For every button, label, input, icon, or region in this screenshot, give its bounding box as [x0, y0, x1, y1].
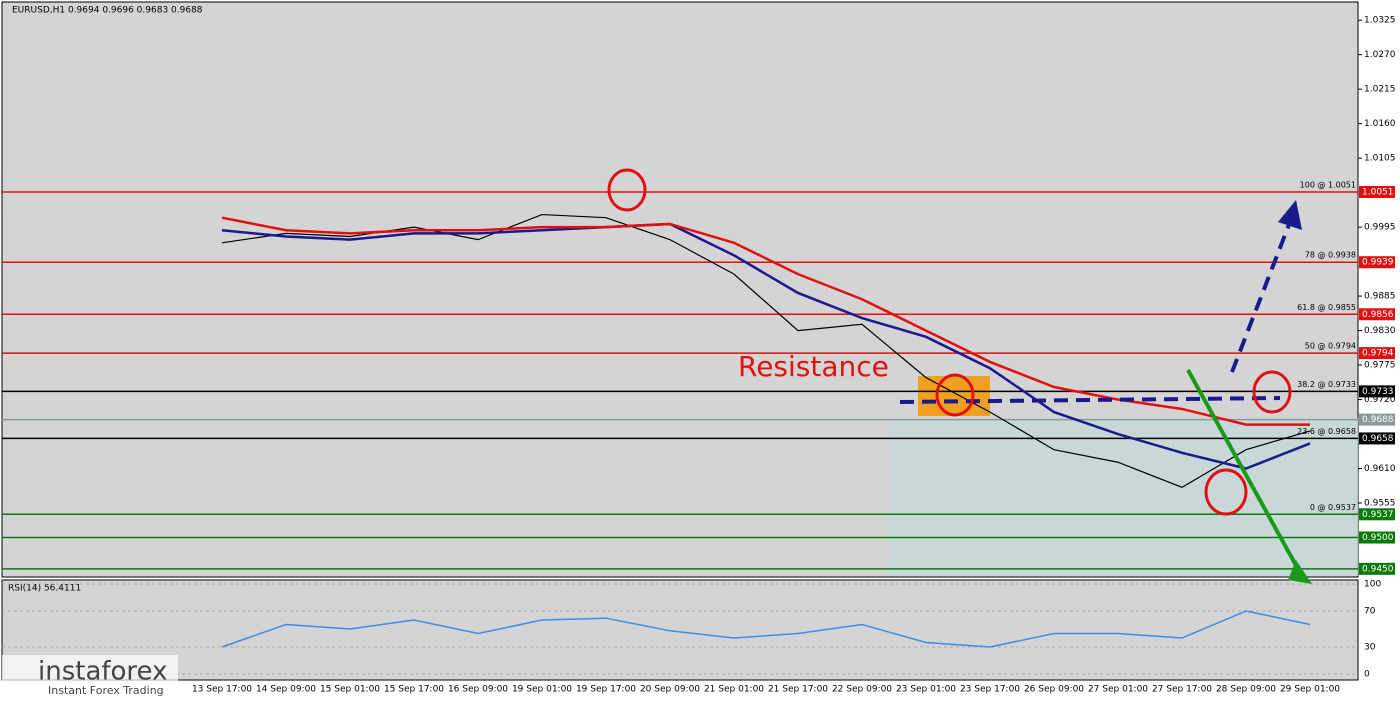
x-tick-label: 19 Sep 17:00 — [576, 685, 636, 695]
y-tick-label: 0.9775 — [1364, 361, 1396, 371]
x-tick-label: 15 Sep 17:00 — [384, 685, 444, 695]
level-box — [1359, 185, 1395, 198]
arrow-head — [1278, 200, 1302, 230]
level-label: 0.9450 — [1362, 564, 1394, 574]
fib-label: 61.8 @ 0.9855 — [1297, 303, 1356, 312]
level-label: 0.9856 — [1362, 310, 1394, 320]
fib-label: 38.2 @ 0.9733 — [1297, 380, 1356, 389]
x-tick-label: 14 Sep 09:00 — [256, 685, 316, 695]
fib-label: 78 @ 0.9938 — [1305, 251, 1356, 260]
watermark-bg — [2, 655, 178, 697]
highlight — [935, 373, 975, 417]
y-tick-label: 0.9995 — [1364, 223, 1396, 233]
rsi-title: RSI(14) 56.4111 — [8, 584, 81, 594]
y-tick-label: 1.0105 — [1364, 154, 1396, 164]
level-box — [1359, 256, 1395, 269]
chart-title: EURUSD,H1 0.9694 0.9696 0.9683 0.9688 — [12, 6, 203, 16]
x-tick-label: 23 Sep 01:00 — [896, 685, 956, 695]
y-tick-label: 0.9830 — [1364, 326, 1396, 336]
fib-label: 50 @ 0.9794 — [1305, 342, 1356, 351]
level-label: 0.9688 — [1362, 415, 1394, 425]
y-tick-label: 1.0270 — [1364, 50, 1396, 60]
level-label: 1.0051 — [1362, 187, 1394, 197]
x-tick-label: 27 Sep 17:00 — [1152, 685, 1212, 695]
fib-label: 0 @ 0.9537 — [1310, 503, 1356, 512]
rsi-tick-label: 30 — [1364, 643, 1376, 653]
series-line — [221, 213, 1311, 488]
x-tick-label: 15 Sep 01:00 — [320, 685, 380, 695]
watermark-tagline: Instant Forex Trading — [48, 684, 164, 697]
x-tick-label: 13 Sep 17:00 — [192, 685, 252, 695]
y-tick-label: 0.9885 — [1364, 292, 1396, 302]
rsi-tick-label: 0 — [1364, 670, 1370, 680]
y-tick-label: 1.0325 — [1364, 16, 1396, 26]
x-tick-label: 21 Sep 17:00 — [768, 685, 828, 695]
level-label: 0.9939 — [1362, 258, 1394, 268]
x-tick-label: 23 Sep 17:00 — [960, 685, 1020, 695]
rsi-line — [221, 610, 1311, 648]
level-box — [1359, 531, 1395, 544]
level-label: 0.9500 — [1362, 533, 1394, 543]
watermark-brand: instaforex — [38, 657, 167, 687]
level-box — [1359, 308, 1395, 321]
y-tick-label: 0.9555 — [1364, 499, 1396, 509]
arrow-head — [1288, 560, 1312, 584]
series-line — [221, 222, 1311, 470]
level-box — [1359, 508, 1395, 521]
down-arrow — [1186, 369, 1305, 579]
level-label: 0.9794 — [1362, 349, 1394, 359]
rsi-tick-label: 100 — [1364, 580, 1381, 590]
level-label: 0.9733 — [1362, 387, 1394, 397]
x-tick-label: 28 Sep 09:00 — [1216, 685, 1276, 695]
x-tick-label: 16 Sep 09:00 — [448, 685, 508, 695]
y-tick-label: 1.0160 — [1364, 119, 1396, 129]
x-tick-label: 26 Sep 09:00 — [1024, 685, 1084, 695]
x-tick-label: 20 Sep 09:00 — [640, 685, 700, 695]
x-tick-label: 19 Sep 01:00 — [512, 685, 572, 695]
x-tick-label: 22 Sep 09:00 — [832, 685, 892, 695]
zone — [889, 418, 1358, 576]
annotation: Resistance — [738, 350, 889, 383]
highlight — [1204, 468, 1248, 516]
x-tick-label: 21 Sep 01:00 — [704, 685, 764, 695]
rsi-tick-label: 70 — [1364, 607, 1376, 617]
y-tick-label: 0.9720 — [1364, 395, 1396, 405]
level-box — [1359, 413, 1395, 426]
fib-label: 100 @ 1.0051 — [1300, 180, 1356, 189]
level-box — [1359, 432, 1395, 445]
level-box — [1359, 562, 1395, 575]
level-box — [1359, 347, 1395, 360]
up-arrow — [1230, 221, 1292, 373]
level-box — [1359, 385, 1395, 398]
fib-label: 23.6 @ 0.9658 — [1297, 427, 1356, 436]
level-label: 0.9537 — [1362, 510, 1394, 520]
resistance-line — [899, 396, 1281, 404]
y-tick-label: 1.0215 — [1364, 85, 1396, 95]
highlight — [1252, 370, 1292, 414]
x-tick-label: 29 Sep 01:00 — [1280, 685, 1340, 695]
rsi-panel — [1, 579, 1359, 681]
x-tick-label: 27 Sep 01:00 — [1088, 685, 1148, 695]
level-label: 0.9658 — [1362, 434, 1394, 444]
resistance-box — [918, 376, 990, 416]
y-tick-label: 0.9610 — [1364, 464, 1396, 474]
highlight — [607, 168, 647, 212]
